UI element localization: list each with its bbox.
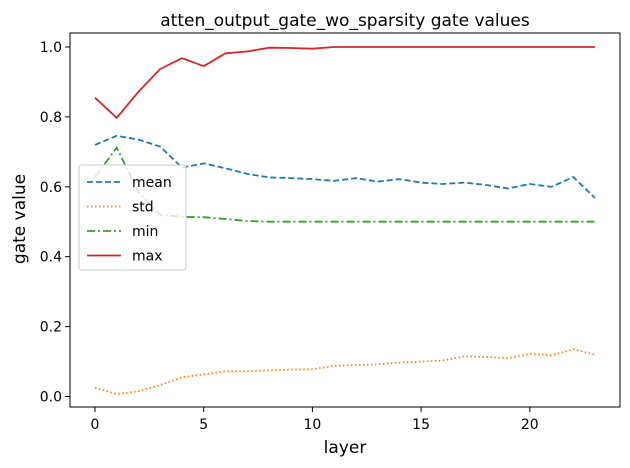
- series-line-std: [94, 348, 596, 396]
- plot-frame: [69, 32, 621, 408]
- y-tick-label: 0.6: [40, 180, 62, 196]
- legend: mean std min max: [78, 164, 187, 271]
- legend-label-std: std: [132, 200, 154, 216]
- legend-label-min: min: [132, 224, 158, 240]
- y-tick-label: 0.8: [40, 110, 62, 126]
- series-line-max: [94, 46, 595, 119]
- x-tick-label: 0: [91, 417, 100, 433]
- legend-label-mean: mean: [132, 175, 172, 191]
- x-tick-label: 15: [412, 417, 430, 433]
- series-line-mean: [94, 134, 596, 199]
- chart-title: atten_output_gate_wo_sparsity gate value…: [160, 11, 530, 31]
- y-axis-label: gate value: [10, 174, 30, 264]
- x-tick-label: 5: [199, 417, 208, 433]
- y-tick-label: 0.4: [40, 250, 62, 266]
- y-tick-label: 0.0: [40, 390, 62, 406]
- legend-box: [78, 164, 187, 271]
- y-tick-label: 1.0: [40, 40, 62, 56]
- x-tick-label: 10: [303, 417, 321, 433]
- y-tick-label: 0.2: [40, 320, 62, 336]
- x-tick-label: 20: [521, 417, 539, 433]
- legend-label-max: max: [132, 249, 163, 265]
- x-axis-label: layer: [324, 438, 367, 458]
